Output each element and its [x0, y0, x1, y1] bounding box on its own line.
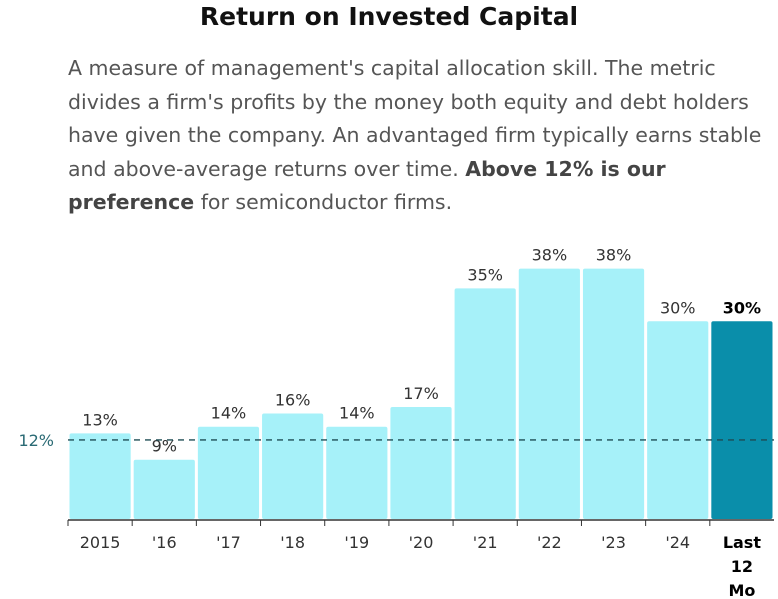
- x-tick-label: '20: [409, 533, 434, 552]
- x-tick-label: Last 12 Mo: [723, 533, 762, 599]
- bar: [518, 268, 580, 519]
- bar: [582, 268, 645, 519]
- x-tick-label: '19: [344, 533, 369, 552]
- x-tick-label: '16: [152, 533, 177, 552]
- x-tick-label: '22: [537, 533, 562, 552]
- data-label: 16%: [275, 391, 311, 410]
- bar: [262, 413, 324, 519]
- bar: [711, 321, 773, 519]
- x-tick-label: '21: [473, 533, 498, 552]
- data-label: 17%: [403, 384, 439, 403]
- x-tick-label: '23: [601, 533, 626, 552]
- data-label: 13%: [82, 410, 118, 429]
- x-tick-label: '24: [665, 533, 690, 552]
- x-tick-label: 2015: [80, 533, 121, 552]
- x-tick-label: '17: [216, 533, 241, 552]
- chart-title: Return on Invested Capital: [199, 2, 579, 31]
- x-tick-label: '18: [280, 533, 305, 552]
- bar: [647, 321, 709, 519]
- bar: [326, 426, 388, 519]
- description-tail: for semiconductor firms.: [200, 190, 453, 214]
- bar: [454, 288, 516, 519]
- bar: [69, 433, 131, 519]
- data-label: 38%: [532, 246, 568, 265]
- data-label: 30%: [660, 298, 696, 317]
- data-label: 14%: [211, 404, 247, 423]
- data-label: 35%: [467, 265, 503, 284]
- data-label: 14%: [339, 404, 375, 423]
- bar: [390, 406, 452, 519]
- chart-description: A measure of management's capital alloca…: [68, 52, 768, 220]
- reference-line-label: 12%: [18, 431, 54, 450]
- data-label: 9%: [152, 437, 177, 456]
- data-label: 38%: [596, 246, 632, 265]
- data-label: 30%: [723, 298, 761, 317]
- bar: [133, 459, 195, 519]
- bar: [197, 426, 260, 519]
- description-lead: A measure of management's capital alloca…: [68, 56, 762, 181]
- description-bold: Above 12% is our preference: [68, 156, 666, 215]
